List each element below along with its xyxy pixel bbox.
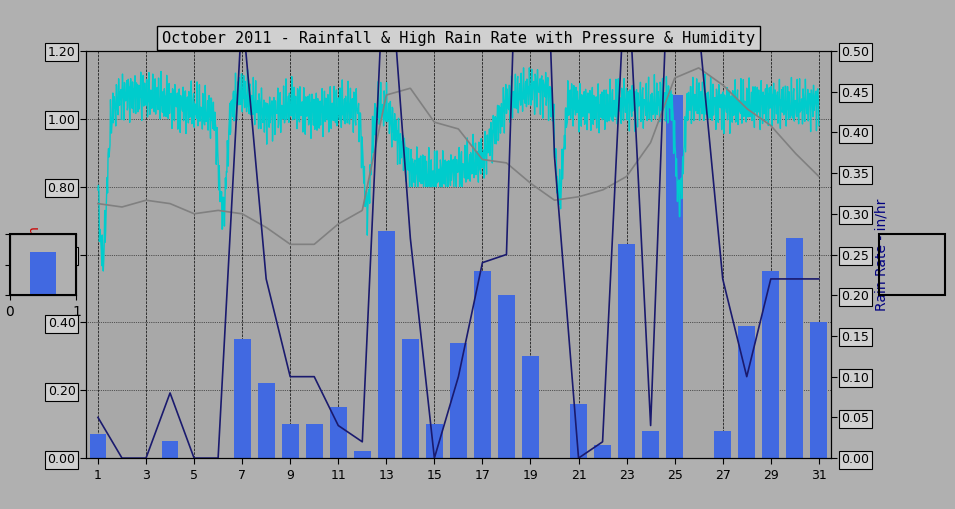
Bar [402,340,418,458]
Bar [642,431,659,458]
Bar [499,295,515,458]
Bar [474,271,491,458]
Bar [90,434,106,458]
Bar [306,424,323,458]
Bar [329,407,347,458]
Bar [811,322,827,458]
Bar [714,431,732,458]
Y-axis label: Rain - in: Rain - in [28,226,42,283]
Bar [738,326,755,458]
Bar [594,444,611,458]
Bar [354,451,371,458]
Bar [282,424,299,458]
Bar [762,271,779,458]
Bar [570,404,587,458]
Title: October 2011 - Rainfall & High Rain Rate with Pressure & Humidity: October 2011 - Rainfall & High Rain Rate… [161,31,755,46]
Bar [522,356,539,458]
Y-axis label: Rain Rate - in/hr: Rain Rate - in/hr [875,199,889,310]
Bar [258,383,275,458]
Bar [161,441,179,458]
Bar [618,244,635,458]
Bar [667,95,683,458]
Bar [234,340,250,458]
Bar [30,252,56,295]
Bar [786,238,803,458]
Bar [426,424,443,458]
Bar [378,231,394,458]
Bar [450,343,467,458]
